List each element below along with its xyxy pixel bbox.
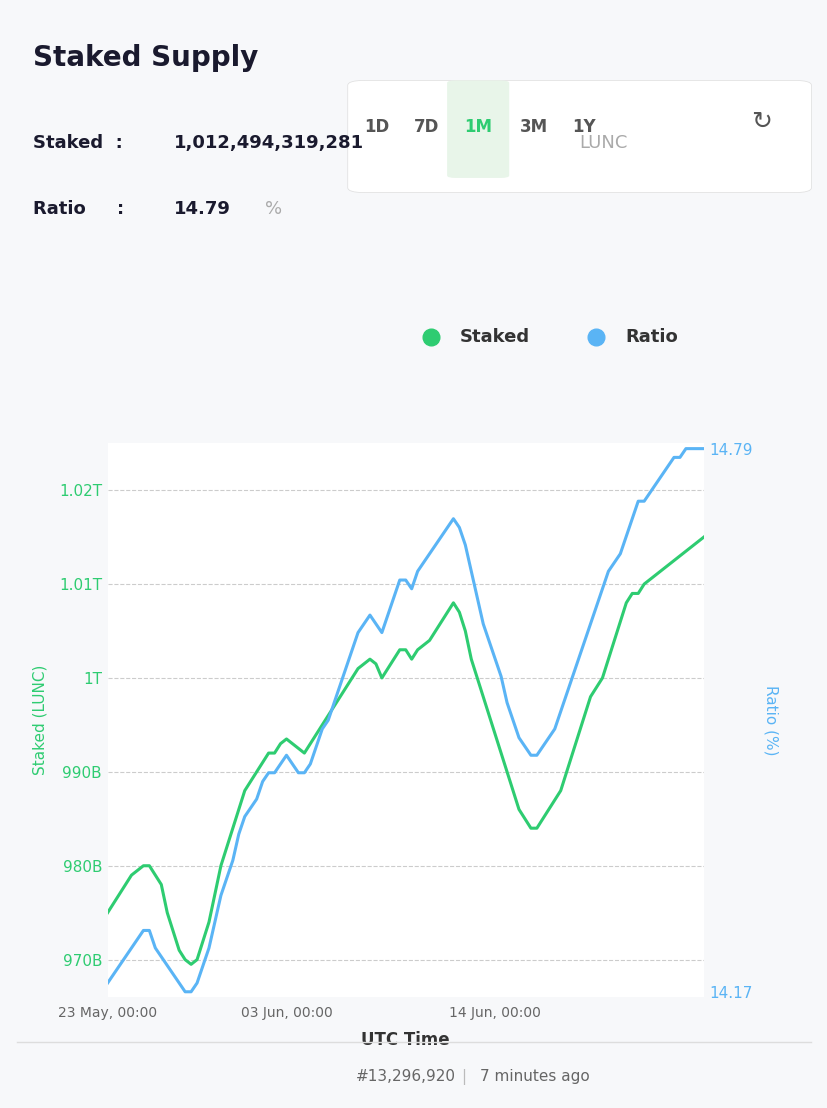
Text: Ratio: Ratio: [624, 328, 677, 346]
Text: 3M: 3M: [519, 117, 547, 136]
FancyBboxPatch shape: [447, 81, 509, 178]
Text: 7D: 7D: [414, 117, 438, 136]
X-axis label: UTC Time: UTC Time: [361, 1030, 450, 1048]
Text: 1,012,494,319,281: 1,012,494,319,281: [174, 134, 364, 152]
Text: 7 minutes ago: 7 minutes ago: [480, 1069, 590, 1085]
Text: Staked Supply: Staked Supply: [33, 44, 258, 72]
FancyBboxPatch shape: [347, 81, 810, 193]
Y-axis label: Ratio (%): Ratio (%): [763, 685, 778, 756]
Text: ↻: ↻: [750, 110, 772, 134]
Text: 1Y: 1Y: [571, 117, 595, 136]
Text: Ratio     :: Ratio :: [33, 199, 124, 218]
Text: Staked  :: Staked :: [33, 134, 122, 152]
Text: Staked: Staked: [459, 328, 529, 346]
Y-axis label: Staked (LUNC): Staked (LUNC): [33, 665, 48, 776]
Text: #13,296,920: #13,296,920: [355, 1069, 455, 1085]
Text: LUNC: LUNC: [579, 134, 627, 152]
Text: 1D: 1D: [364, 117, 389, 136]
Text: 1M: 1M: [464, 117, 492, 136]
Text: 14.79: 14.79: [174, 199, 231, 218]
Text: %: %: [265, 199, 282, 218]
Text: |: |: [461, 1069, 466, 1085]
